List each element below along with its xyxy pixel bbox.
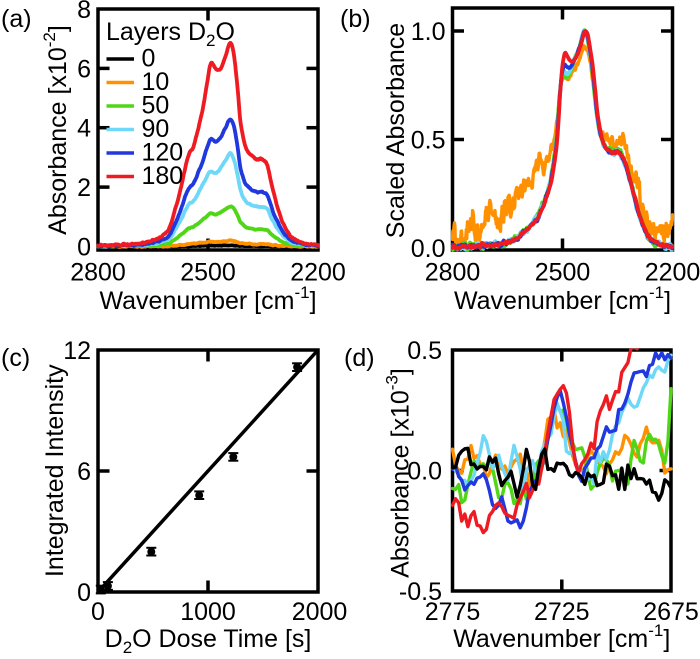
- svg-text:180: 180: [142, 162, 184, 190]
- svg-text:2: 2: [77, 174, 91, 202]
- svg-text:2200: 2200: [290, 259, 346, 287]
- svg-text:0: 0: [91, 598, 105, 626]
- svg-text:2200: 2200: [645, 259, 700, 287]
- svg-text:2800: 2800: [70, 259, 126, 287]
- svg-text:0.5: 0.5: [411, 126, 446, 154]
- svg-text:2800: 2800: [425, 259, 481, 287]
- svg-text:0.5: 0.5: [407, 337, 442, 365]
- svg-text:120: 120: [142, 139, 184, 167]
- svg-text:1000: 1000: [180, 598, 236, 626]
- svg-text:Integrated Intensity: Integrated Intensity: [41, 364, 69, 577]
- svg-text:(d): (d): [344, 344, 375, 372]
- svg-text:D2O Dose Time [s]: D2O Dose Time [s]: [105, 625, 312, 654]
- svg-text:Scaled Absorbance: Scaled Absorbance: [382, 23, 410, 238]
- svg-text:-0.5: -0.5: [399, 578, 442, 606]
- svg-text:(b): (b): [340, 5, 371, 33]
- svg-text:(c): (c): [1, 344, 30, 372]
- svg-text:0.0: 0.0: [407, 457, 442, 485]
- svg-text:2675: 2675: [643, 598, 699, 626]
- svg-text:2000: 2000: [292, 598, 348, 626]
- svg-text:Layers D2O: Layers D2O: [106, 18, 235, 50]
- svg-text:8: 8: [77, 0, 91, 24]
- svg-text:4: 4: [77, 115, 91, 143]
- svg-text:2725: 2725: [534, 598, 590, 626]
- svg-text:Wavenumber [cm-1]: Wavenumber [cm-1]: [99, 283, 316, 315]
- svg-text:10: 10: [142, 68, 170, 96]
- svg-text:2500: 2500: [180, 259, 236, 287]
- svg-text:Absorbance [x10-2]: Absorbance [x10-2]: [40, 25, 72, 235]
- svg-text:90: 90: [142, 115, 170, 143]
- svg-text:12: 12: [63, 337, 91, 365]
- svg-text:0: 0: [77, 579, 91, 607]
- svg-text:2500: 2500: [535, 259, 591, 287]
- svg-text:(a): (a): [1, 5, 32, 33]
- svg-text:6: 6: [77, 458, 91, 486]
- svg-text:1.0: 1.0: [411, 18, 446, 46]
- svg-text:Absorbance [x10-3]: Absorbance [x10-3]: [383, 368, 415, 578]
- svg-text:2775: 2775: [425, 598, 481, 626]
- svg-text:Wavenumber [cm-1]: Wavenumber [cm-1]: [453, 621, 670, 653]
- svg-text:0.0: 0.0: [411, 235, 446, 263]
- svg-text:50: 50: [142, 92, 170, 120]
- svg-text:6: 6: [77, 55, 91, 83]
- svg-text:Wavenumber [cm-1]: Wavenumber [cm-1]: [454, 283, 671, 315]
- svg-text:0: 0: [142, 45, 156, 73]
- svg-text:0: 0: [77, 233, 91, 261]
